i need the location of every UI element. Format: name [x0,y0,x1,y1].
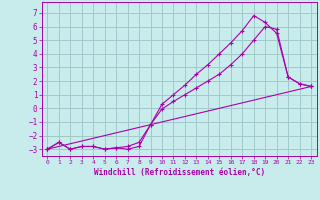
X-axis label: Windchill (Refroidissement éolien,°C): Windchill (Refroidissement éolien,°C) [94,168,265,177]
